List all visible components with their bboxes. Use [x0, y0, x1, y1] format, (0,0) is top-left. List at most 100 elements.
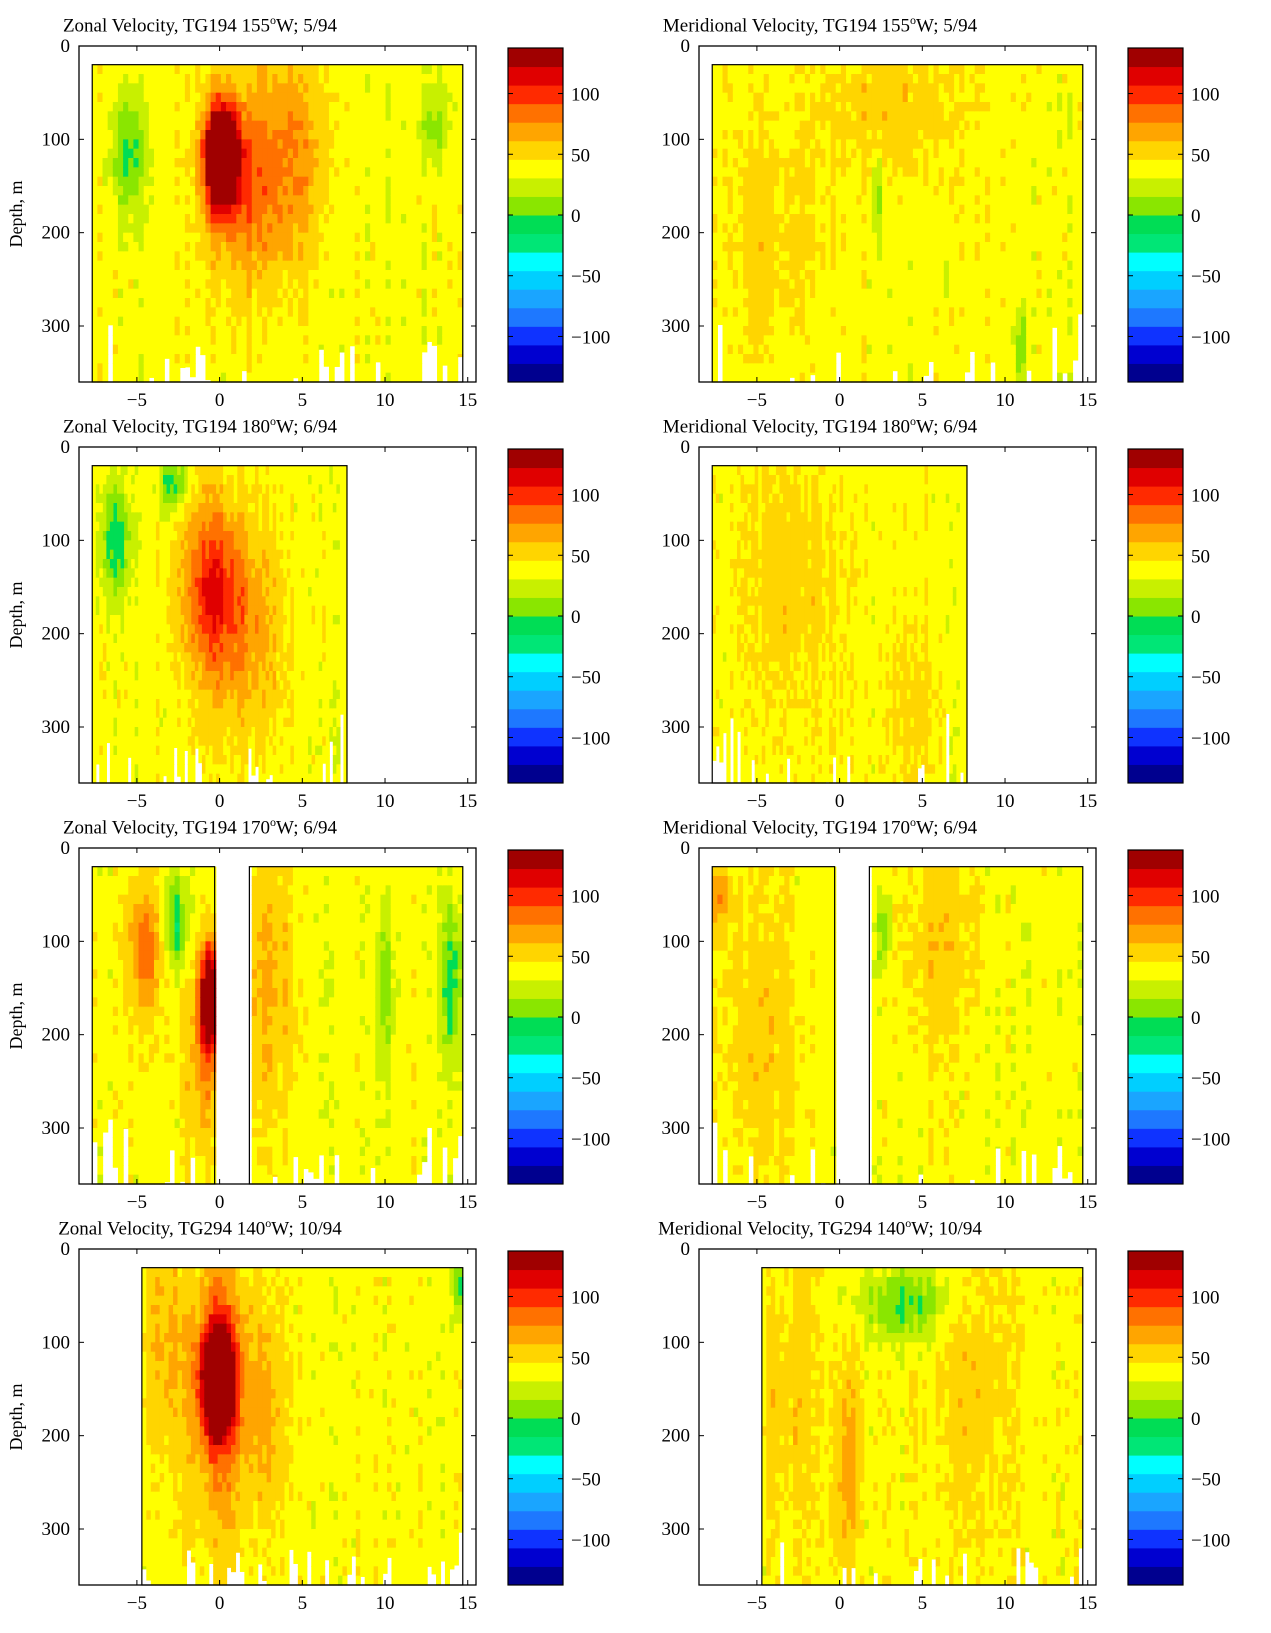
- axes-frame: [78, 847, 477, 1185]
- colorbar-segment: [508, 1109, 563, 1129]
- colorbar-segment: [508, 504, 563, 524]
- colorbar-tick-label: 0: [571, 607, 581, 628]
- colorbar-segment: [1128, 523, 1183, 543]
- x-tick-label: 15: [1078, 390, 1097, 411]
- colorbar-tick-label: 0: [1191, 206, 1201, 227]
- y-axis-label: Depth, m: [6, 1384, 26, 1451]
- x-tick-label: 0: [215, 1593, 225, 1614]
- colorbar-tick-label: 100: [1191, 85, 1220, 106]
- colorbar-tick-label: 100: [1191, 486, 1220, 507]
- x-tick-label: 5: [918, 791, 928, 812]
- colorbar: −100 −50 0 50 100: [507, 1250, 610, 1586]
- velocity-field: [92, 465, 348, 784]
- y-tick-label: 300: [42, 316, 71, 337]
- colorbar-segment: [508, 85, 563, 105]
- colorbar-segment: [508, 616, 563, 636]
- x-tick-label: 0: [215, 390, 225, 411]
- colorbar-tick-label: −50: [1191, 267, 1221, 288]
- colorbar-segment: [508, 924, 563, 944]
- colorbar-segment: [1128, 467, 1183, 487]
- y-tick-label: 200: [662, 1426, 691, 1447]
- colorbar-segment: [508, 671, 563, 691]
- x-tick-label: 0: [215, 791, 225, 812]
- colorbar: −100 −50 0 50 100: [1127, 1250, 1230, 1586]
- colorbar-tick-label: −50: [1191, 1069, 1221, 1090]
- colorbar-segment: [1128, 140, 1183, 160]
- colorbar-segment: [1128, 1455, 1183, 1475]
- colorbar-segment: [1128, 1436, 1183, 1456]
- colorbar-segment: [508, 140, 563, 160]
- velocity-field: [92, 64, 464, 383]
- x-tick-label: −5: [747, 791, 767, 812]
- y-tick-label: 200: [662, 223, 691, 244]
- x-tick-label: 0: [835, 390, 845, 411]
- colorbar-segment: [508, 1418, 563, 1438]
- colorbar-tick-label: 0: [1191, 1008, 1201, 1029]
- colorbar-segment: [1128, 1380, 1183, 1400]
- colorbar-tick-label: 100: [1191, 1288, 1220, 1309]
- colorbar-segment: [508, 868, 563, 888]
- colorbar-segment: [508, 1054, 563, 1074]
- velocity-field: [761, 1267, 1084, 1586]
- colorbar-tick-label: −50: [571, 668, 601, 689]
- colorbar-segment: [1128, 560, 1183, 580]
- colorbar-segment: [1128, 979, 1183, 999]
- y-tick-label: 300: [42, 717, 71, 738]
- panel-title: Meridional Velocity, TG194 170oW; 6/94: [662, 815, 978, 839]
- colorbar-tick-label: 0: [1191, 1409, 1201, 1430]
- colorbar-segment: [508, 634, 563, 654]
- colorbar: −100 −50 0 50 100: [507, 448, 610, 784]
- colorbar-segment: [508, 764, 563, 784]
- colorbar-tick-label: 0: [571, 1409, 581, 1430]
- colorbar-segment: [1128, 887, 1183, 907]
- panel-title: Meridional Velocity, TG194 155oW; 5/94: [662, 13, 978, 37]
- y-tick-label: 300: [662, 1118, 691, 1139]
- colorbar-segment: [508, 1436, 563, 1456]
- colorbar-tick-label: 50: [571, 546, 590, 567]
- y-tick-label: 200: [662, 624, 691, 645]
- colorbar-segment: [1128, 1399, 1183, 1419]
- x-tick-label: 5: [298, 1593, 308, 1614]
- colorbar-segment: [508, 363, 563, 383]
- colorbar-segment: [1128, 1017, 1183, 1037]
- colorbar-segment: [1128, 1091, 1183, 1111]
- colorbar-segment: [1128, 449, 1183, 469]
- y-axis-label: Depth, m: [6, 582, 26, 649]
- x-tick-label: 5: [918, 1593, 928, 1614]
- y-tick-label: 0: [681, 838, 691, 859]
- x-tick-label: 0: [835, 791, 845, 812]
- colorbar-tick-label: −50: [1191, 1470, 1221, 1491]
- y-tick-label: 300: [42, 1519, 71, 1540]
- colorbar-segment: [508, 1455, 563, 1475]
- colorbar-segment: [508, 233, 563, 253]
- colorbar-segment: [508, 307, 563, 327]
- y-tick-label: 0: [681, 36, 691, 57]
- panel-meridional-180w: Meridional Velocity, TG194 180oW; 6/94 −…: [620, 414, 1231, 817]
- colorbar-tick-label: 50: [1191, 546, 1210, 567]
- colorbar-segment: [1128, 1306, 1183, 1326]
- colorbar-segment: [508, 449, 563, 469]
- colorbar-tick-label: −100: [571, 1129, 610, 1150]
- x-tick-label: 15: [1078, 1192, 1097, 1213]
- colorbar-segment: [1128, 1165, 1183, 1185]
- x-tick-label: 10: [996, 791, 1015, 812]
- colorbar-segment: [1128, 616, 1183, 636]
- colorbar-tick-label: 50: [571, 947, 590, 968]
- colorbar-segment: [1128, 1473, 1183, 1493]
- x-tick-label: 15: [458, 791, 477, 812]
- colorbar-segment: [1128, 1492, 1183, 1512]
- y-tick-label: 0: [681, 437, 691, 458]
- colorbar-segment: [508, 708, 563, 728]
- colorbar-segment: [1128, 690, 1183, 710]
- colorbar-segment: [508, 1343, 563, 1363]
- axes-frame: [78, 1248, 477, 1586]
- colorbar-tick-label: −100: [571, 728, 610, 749]
- colorbar-tick-label: 100: [571, 85, 600, 106]
- colorbar-segment: [1128, 924, 1183, 944]
- colorbar-segment: [1128, 233, 1183, 253]
- colorbar-segment: [1128, 745, 1183, 765]
